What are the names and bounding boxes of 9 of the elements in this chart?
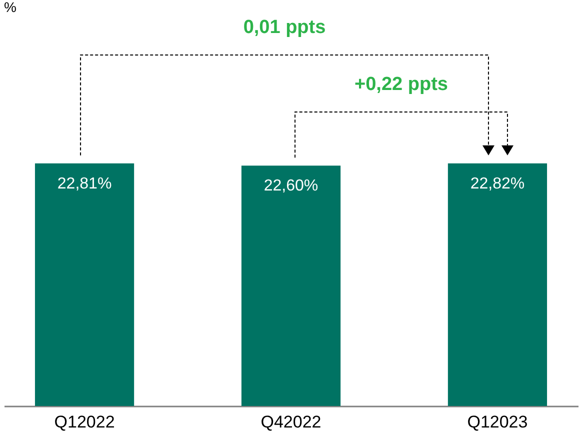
data-label: 22,81% (57, 175, 112, 192)
text: +0,22 ppts (354, 74, 448, 95)
data-label: 22,60% (264, 178, 318, 195)
x-tick-label: Q12023 (467, 412, 528, 432)
text: % (4, 0, 16, 15)
x-tick-label: Q12022 (54, 412, 115, 432)
data-label: 22,82% (470, 175, 525, 192)
text: 0,01 ppts (243, 17, 326, 38)
x-tick-label: Q42022 (260, 412, 322, 432)
